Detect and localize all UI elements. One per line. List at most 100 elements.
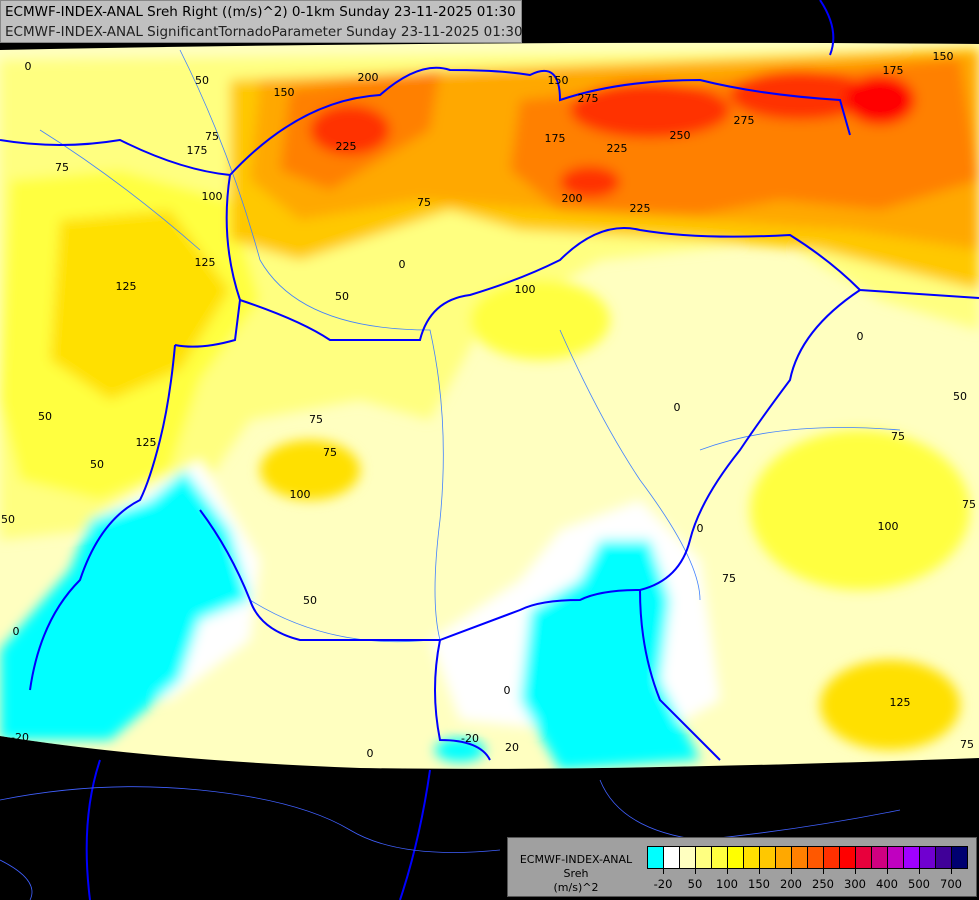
gold-west (50, 210, 230, 400)
legend-tick-mark (791, 869, 792, 874)
legend-swatch (712, 847, 728, 868)
rivers (39, 49, 901, 643)
contour-label: 200 (358, 71, 379, 84)
contour-label: 125 (890, 696, 911, 709)
contour-label: 75 (891, 430, 905, 443)
contour-label: 225 (336, 140, 357, 153)
title-line-1: ECMWF-INDEX-ANAL Sreh Right ((m/s)^2) 0-… (5, 4, 516, 20)
contour-label: 50 (38, 410, 52, 423)
contour-label: 0 (367, 747, 374, 760)
contour-label: 0 (399, 258, 406, 271)
contour-label: 275 (578, 92, 599, 105)
legend-tick-mark (855, 869, 856, 874)
legend-tick-mark (727, 869, 728, 874)
contour-label: 75 (960, 738, 974, 751)
red-max-5 (560, 166, 620, 198)
legend-swatch (808, 847, 824, 868)
contour-label: 125 (116, 280, 137, 293)
legend-tick-mark (951, 869, 952, 874)
legend-tick-mark (759, 869, 760, 874)
legend-tick-label: -20 (653, 877, 673, 891)
contour-label: 50 (953, 390, 967, 403)
legend-tick-mark (663, 869, 664, 874)
contour-label: 225 (630, 202, 651, 215)
legend-swatch (680, 847, 696, 868)
contour-label: 0 (13, 625, 20, 638)
contour-label: 150 (548, 74, 569, 87)
contour-label: -20 (461, 732, 479, 745)
contour-label: 50 (195, 74, 209, 87)
legend-tick-label: 700 (940, 877, 962, 891)
red-max-1 (310, 105, 390, 155)
contour-label: 75 (962, 498, 976, 511)
contour-label: 50 (1, 513, 15, 526)
contour-label: 100 (515, 283, 536, 296)
contour-label: 125 (195, 256, 216, 269)
contour-label: 175 (883, 64, 904, 77)
contour-label: 75 (55, 161, 69, 174)
contour-label: 150 (274, 86, 295, 99)
legend-tick-mark (823, 869, 824, 874)
legend-swatch (856, 847, 872, 868)
contour-label: 0 (857, 330, 864, 343)
legend-swatch (696, 847, 712, 868)
contour-label: 250 (670, 129, 691, 142)
red-max-3 (730, 70, 870, 120)
contour-label: 225 (607, 142, 628, 155)
legend-swatch (744, 847, 760, 868)
legend-swatch (904, 847, 920, 868)
red-max-2 (570, 82, 730, 138)
yellow-center (260, 440, 360, 500)
contour-label: 0 (25, 60, 32, 73)
contour-label: 75 (323, 446, 337, 459)
legend-tick-label: 250 (812, 877, 834, 891)
contour-label: 50 (335, 290, 349, 303)
legend-swatch (840, 847, 856, 868)
legend-unit: (m/s)^2 (553, 881, 599, 894)
legend-swatch (648, 847, 664, 868)
contour-label: 75 (722, 572, 736, 585)
legend-tick-mark (695, 869, 696, 874)
yellow-east (750, 430, 970, 590)
contour-label: 200 (562, 192, 583, 205)
contour-label: 150 (933, 50, 954, 63)
legend-swatch (824, 847, 840, 868)
contour-label: 100 (290, 488, 311, 501)
legend-tick-label: 50 (687, 877, 703, 891)
legend-tick-mark (919, 869, 920, 874)
legend-model: ECMWF-INDEX-ANAL (519, 853, 633, 866)
legend-color-scale (647, 846, 968, 869)
contour-label: -20 (11, 731, 29, 744)
contour-label: 0 (504, 684, 511, 697)
contour-label: 50 (303, 594, 317, 607)
contour-label: 50 (90, 458, 104, 471)
title-box: ECMWF-INDEX-ANAL Sreh Right ((m/s)^2) 0-… (0, 0, 523, 43)
legend-swatch (792, 847, 808, 868)
legend-swatch (936, 847, 952, 868)
legend-swatch (664, 847, 680, 868)
legend-swatch (952, 847, 967, 868)
title-line-2: ECMWF-INDEX-ANAL SignificantTornadoParam… (5, 24, 523, 40)
contour-label: 75 (205, 130, 219, 143)
legend-swatch (872, 847, 888, 868)
cyan-area-sw (0, 470, 250, 740)
contour-label: 20 (505, 741, 519, 754)
cyan-area-s (520, 540, 700, 769)
contour-label: 100 (878, 520, 899, 533)
contour-label: 0 (697, 522, 704, 535)
sreh-field (0, 42, 979, 769)
contour-label: 175 (545, 132, 566, 145)
contour-label: 75 (309, 413, 323, 426)
legend-ticks: -20 50 100 150 200 250 300 400 500 700 (647, 869, 969, 897)
contour-label: 100 (202, 190, 223, 203)
red-max-4 (845, 75, 915, 125)
legend-tick-label: 150 (748, 877, 770, 891)
legend-swatch (888, 847, 904, 868)
contour-label: 125 (136, 436, 157, 449)
legend-parameter: Sreh (563, 867, 589, 880)
legend-swatch (728, 847, 744, 868)
legend-swatch (760, 847, 776, 868)
